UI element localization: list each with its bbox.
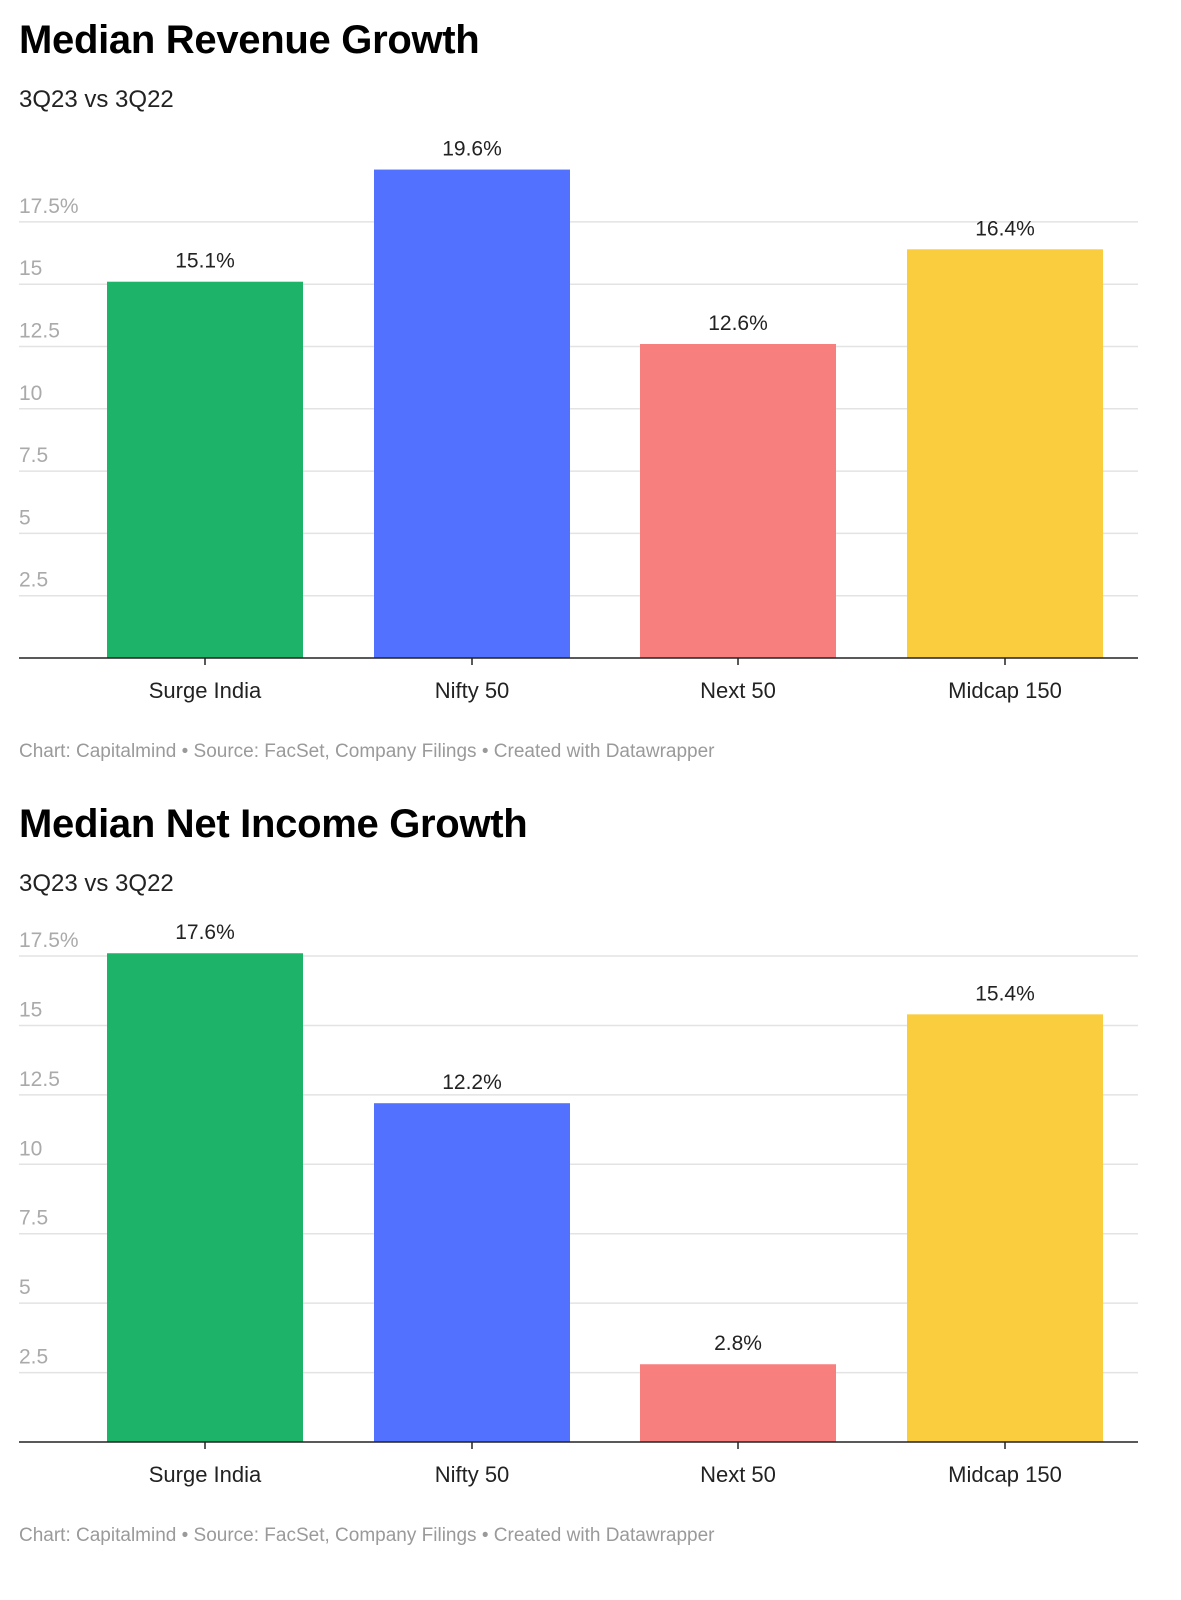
x-tick-label: Next 50 [700,678,776,703]
data-label: 16.4% [975,217,1035,240]
x-tick-label: Next 50 [700,1462,776,1487]
x-tick-label: Nifty 50 [435,678,510,703]
data-label: 15.4% [975,982,1035,1005]
bar-midcap-150 [907,1014,1103,1442]
x-tick-label: Surge India [149,1462,262,1487]
data-label: 2.8% [714,1332,762,1355]
bar-nifty-50 [374,1103,570,1442]
chart-1-footer: Chart: Capitalmind • Source: FacSet, Com… [19,741,715,762]
y-tick-label: 10 [19,1137,42,1160]
bar-next-50 [640,1364,836,1442]
y-tick-label: 12.5 [19,320,60,343]
bar-midcap-150 [907,249,1103,658]
y-tick-label: 12.5 [19,1068,60,1091]
y-tick-label: 15 [19,998,42,1021]
y-tick-label: 17.5% [19,195,79,218]
chart-1-subtitle: 3Q23 vs 3Q22 [19,86,174,113]
chart-1-title: Median Revenue Growth [19,18,480,62]
chart-2-footer: Chart: Capitalmind • Source: FacSet, Com… [19,1525,715,1546]
data-label: 17.6% [175,921,235,944]
y-tick-label: 2.5 [19,569,48,592]
bar-surge-india [107,281,303,658]
chart-2-subtitle: 3Q23 vs 3Q22 [19,870,174,897]
data-label: 19.6% [442,138,502,161]
y-tick-label: 7.5 [19,444,48,467]
x-tick-label: Nifty 50 [435,1462,510,1487]
y-tick-label: 7.5 [19,1207,48,1230]
data-label: 15.1% [175,250,235,273]
y-tick-label: 10 [19,382,42,405]
x-tick-label: Surge India [149,678,262,703]
y-tick-label: 2.5 [19,1346,48,1369]
y-tick-label: 5 [19,506,31,529]
data-label: 12.6% [708,312,768,335]
chart-2-title: Median Net Income Growth [19,802,528,846]
data-label: 12.2% [442,1071,502,1094]
x-tick-label: Midcap 150 [948,678,1062,703]
x-tick-label: Midcap 150 [948,1462,1062,1487]
y-tick-label: 5 [19,1276,31,1299]
bar-next-50 [640,344,836,658]
y-tick-label: 17.5% [19,929,79,952]
y-tick-label: 15 [19,257,42,280]
bar-nifty-50 [374,169,570,658]
bar-surge-india [107,953,303,1442]
